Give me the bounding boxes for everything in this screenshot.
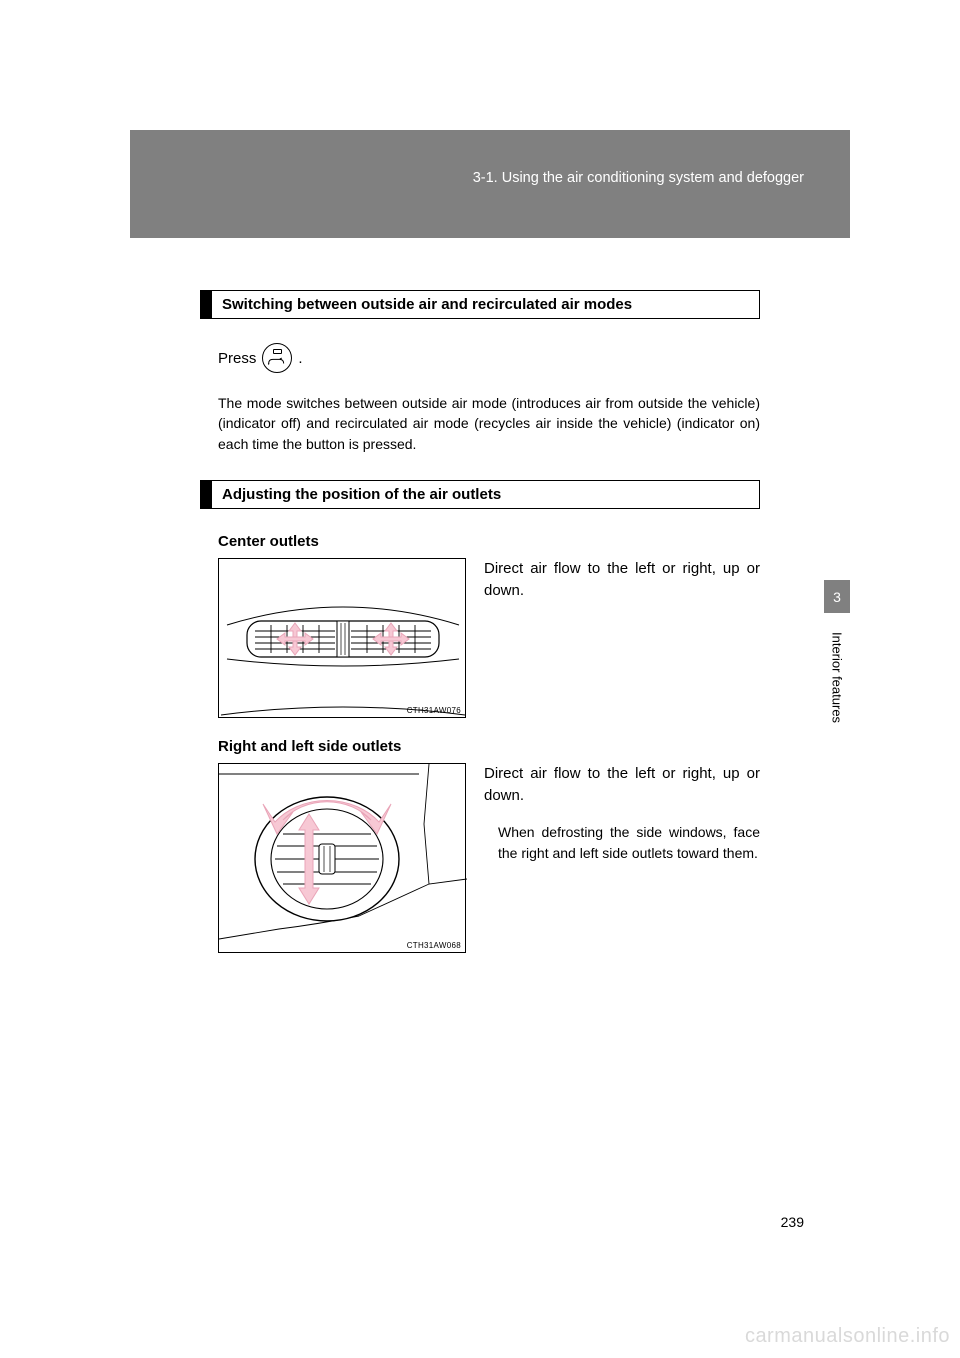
side-tab-label: Interior features: [824, 626, 850, 756]
air-mode-description: The mode switches between outside air mo…: [218, 393, 760, 454]
header-breadcrumb: 3-1. Using the air conditioning system a…: [473, 170, 804, 186]
press-period: .: [298, 350, 302, 367]
side-tab-chapter: 3: [824, 580, 850, 613]
center-outlets-caption: Direct air flow to the left or right, up…: [484, 558, 760, 603]
page-number: 239: [781, 1214, 804, 1230]
section-heading-outlets: Adjusting the position of the air outlet…: [200, 480, 760, 509]
center-outlets-heading: Center outlets: [218, 533, 760, 550]
figure-code-center: CTH31AW076: [407, 706, 461, 715]
figure-side-outlets: CTH31AW068: [218, 763, 466, 953]
figure-code-side: CTH31AW068: [407, 941, 461, 950]
side-outlets-heading: Right and left side outlets: [218, 738, 760, 755]
press-label: Press: [218, 350, 256, 367]
watermark: carmanualsonline.info: [745, 1325, 950, 1348]
section-heading-air-mode: Switching between outside air and recirc…: [200, 290, 760, 319]
recirculate-button-icon: [262, 343, 292, 373]
side-outlets-caption: Direct air flow to the left or right, up…: [484, 763, 760, 808]
header-bar: 3-1. Using the air conditioning system a…: [130, 130, 850, 238]
side-outlets-note: When defrosting the side windows, face t…: [498, 822, 760, 864]
figure-center-outlets: CTH31AW076: [218, 558, 466, 718]
press-instruction: Press .: [218, 343, 760, 373]
